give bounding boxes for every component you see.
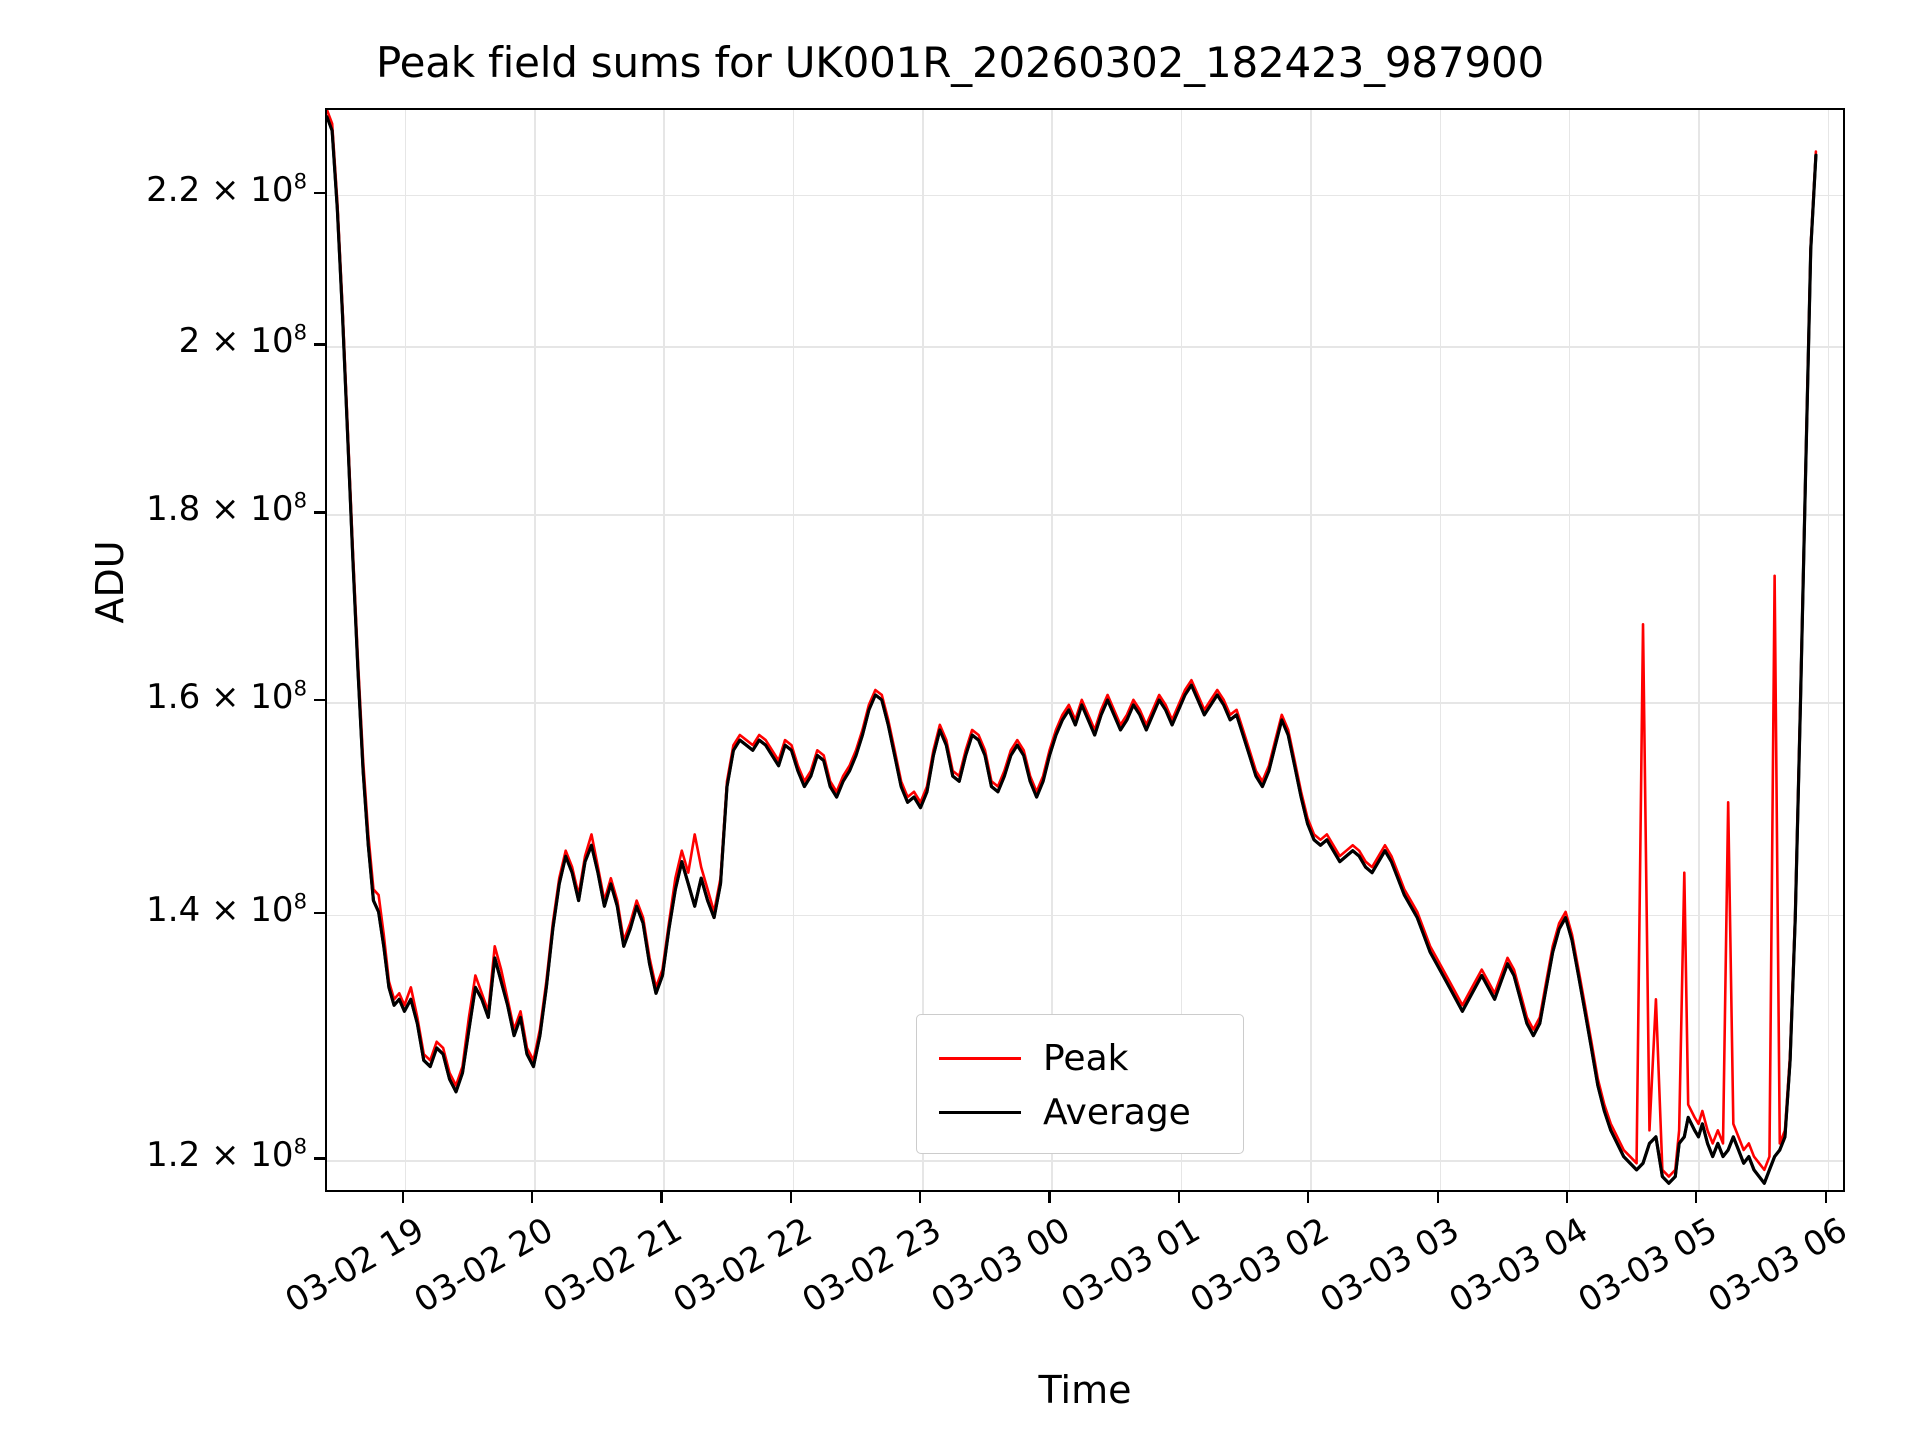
- series-canvas: [327, 110, 1818, 1185]
- legend-swatch-average: [939, 1110, 1021, 1114]
- y-axis-tick-label: 1.8 × 108: [146, 488, 307, 530]
- gridline-horizontal: [327, 702, 1843, 704]
- x-axis-tick-mark: [1565, 1192, 1569, 1203]
- x-axis-label: Time: [1038, 1368, 1132, 1412]
- gridline-vertical: [922, 110, 924, 1190]
- x-axis-tick-label: 03-03 06: [1701, 1210, 1854, 1322]
- y-axis-tick-mark: [314, 699, 325, 702]
- y-axis-tick-mark: [314, 511, 325, 514]
- gridline-horizontal: [327, 1160, 1843, 1163]
- gridline-horizontal: [327, 514, 1843, 516]
- y-axis-tick-label: 2.2 × 108: [146, 168, 307, 210]
- x-axis-tick-mark: [1436, 1192, 1439, 1203]
- gridline-vertical: [1698, 110, 1700, 1190]
- x-axis-tick-mark: [530, 1192, 534, 1203]
- gridline-horizontal: [327, 914, 1843, 917]
- gridline-vertical: [1310, 110, 1312, 1190]
- gridline-vertical: [1568, 110, 1571, 1190]
- y-axis-tick-mark: [314, 911, 325, 914]
- x-axis-tick-mark: [1048, 1192, 1051, 1203]
- gridline-vertical: [1439, 110, 1442, 1190]
- gridline-vertical: [404, 110, 407, 1190]
- plot-area: [325, 108, 1845, 1192]
- page-title: Peak field sums for UK001R_20260302_1824…: [375, 38, 1545, 87]
- x-axis-tick-mark: [1177, 1192, 1180, 1203]
- gridline-vertical: [663, 110, 665, 1190]
- gridline-vertical: [533, 110, 536, 1190]
- y-axis-tick-label: 1.2 × 108: [146, 1134, 307, 1176]
- legend: Peak Average: [916, 1014, 1244, 1154]
- x-axis-tick-mark: [1695, 1192, 1698, 1203]
- y-axis-tick-label: 2 × 108: [178, 320, 307, 362]
- x-axis-tick-mark: [660, 1192, 663, 1203]
- x-axis-tick-mark: [401, 1192, 404, 1203]
- y-axis-tick-label: 1.4 × 108: [146, 888, 307, 930]
- gridline-vertical: [792, 110, 795, 1190]
- gridline-horizontal: [327, 346, 1843, 349]
- gridline-vertical: [1180, 110, 1183, 1190]
- legend-label-average: Average: [1043, 1091, 1191, 1133]
- legend-swatch-peak: [939, 1056, 1021, 1060]
- y-axis-tick-label: 1.6 × 108: [146, 675, 307, 718]
- legend-item-peak: Peak: [917, 1031, 1243, 1085]
- legend-item-average: Average: [917, 1085, 1243, 1139]
- gridline-vertical: [1051, 110, 1054, 1190]
- x-axis-tick-mark: [1307, 1192, 1310, 1203]
- y-axis-label: ADU: [88, 540, 132, 624]
- x-axis-tick-mark: [789, 1192, 792, 1203]
- series-line-average-overlay: [327, 115, 1818, 1185]
- x-axis-tick-mark: [1824, 1192, 1827, 1203]
- y-axis-tick-mark: [314, 1157, 325, 1160]
- gridline-horizontal: [327, 194, 1843, 197]
- y-axis-tick-mark: [314, 191, 325, 194]
- gridline-vertical: [1827, 110, 1830, 1190]
- y-axis-tick-mark: [314, 343, 325, 346]
- legend-label-peak: Peak: [1043, 1037, 1129, 1079]
- x-axis-tick-mark: [919, 1192, 922, 1203]
